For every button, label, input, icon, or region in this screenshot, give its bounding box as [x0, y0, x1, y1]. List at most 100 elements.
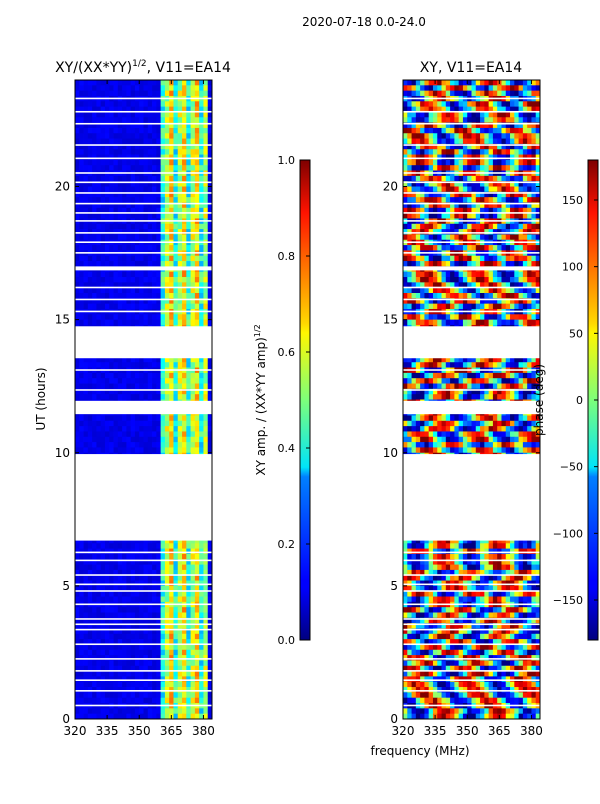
phase-cell: [403, 139, 408, 145]
amplitude-cell: [178, 245, 183, 251]
phase-cell: [454, 112, 459, 118]
amplitude-cell: [101, 362, 106, 368]
amplitude-cell: [135, 549, 140, 555]
phase-cell: [514, 80, 519, 86]
amplitude-cell: [79, 543, 84, 549]
phase-cell: [531, 176, 536, 182]
phase-cell: [433, 197, 438, 203]
phase-cell: [420, 149, 425, 155]
amplitude-cell: [165, 543, 170, 549]
amplitude-cell: [122, 708, 127, 714]
amplitude-cell: [182, 133, 187, 139]
phase-cell: [403, 112, 408, 118]
amplitude-cell: [144, 373, 149, 379]
phase-cell: [463, 197, 468, 203]
amplitude-cell: [203, 687, 208, 693]
phase-cell: [407, 224, 412, 230]
phase-cell: [493, 91, 498, 97]
amplitude-cell: [105, 708, 110, 714]
amplitude-cell: [182, 91, 187, 97]
phase-cell: [476, 85, 481, 91]
amplitude-cell: [109, 378, 114, 384]
amplitude-cell: [195, 442, 200, 448]
amplitude-cell: [75, 176, 80, 182]
phase-cell: [433, 133, 438, 139]
amplitude-cell: [199, 85, 204, 91]
amplitude-cell: [148, 565, 153, 571]
amplitude-cell: [84, 272, 89, 278]
phase-cell: [519, 112, 524, 118]
amplitude-cell: [101, 549, 106, 555]
amplitude-cell: [101, 165, 106, 171]
phase-cell: [407, 117, 412, 123]
amplitude-cell: [191, 384, 196, 390]
phase-cell: [412, 224, 417, 230]
amplitude-cell: [84, 394, 89, 400]
amplitude-cell: [75, 272, 80, 278]
phase-cell: [446, 234, 451, 240]
phase-cell: [454, 149, 459, 155]
phase-cell: [523, 85, 528, 91]
amplitude-cell: [148, 139, 153, 145]
phase-cell: [459, 133, 464, 139]
phase-cell: [467, 213, 472, 219]
amplitude-cell: [101, 176, 106, 182]
phase-cell: [484, 245, 489, 251]
amplitude-cell: [109, 431, 114, 437]
phase-cell: [510, 128, 515, 134]
amplitude-cell: [126, 676, 131, 682]
phase-cell: [497, 117, 502, 123]
amplitude-cell: [135, 708, 140, 714]
amplitude-cell: [182, 80, 187, 86]
amplitude-cell: [114, 421, 119, 427]
amplitude-cell: [114, 447, 119, 453]
amplitude-cell: [126, 139, 131, 145]
amplitude-cell: [118, 698, 123, 704]
amplitude-cell: [191, 293, 196, 299]
amplitude-cell: [169, 362, 174, 368]
amplitude-cell: [195, 245, 200, 251]
amplitude-cell: [165, 139, 170, 145]
phase-cell: [497, 187, 502, 193]
phase-cell: [446, 101, 451, 107]
amplitude-cell: [109, 288, 114, 294]
amplitude-cell: [199, 687, 204, 693]
phase-cell: [420, 80, 425, 86]
amplitude-cell: [199, 442, 204, 448]
amplitude-cell: [182, 549, 187, 555]
amplitude-cell: [161, 378, 166, 384]
amplitude-cell: [165, 149, 170, 155]
amplitude-cell: [148, 362, 153, 368]
phase-cell: [416, 101, 421, 107]
amplitude-cell: [178, 698, 183, 704]
amplitude-cell: [195, 394, 200, 400]
amplitude-cell: [79, 139, 84, 145]
amplitude-cell: [88, 591, 93, 597]
amplitude-cell: [126, 112, 131, 118]
amplitude-cell: [84, 234, 89, 240]
amplitude-cell: [114, 155, 119, 161]
amplitude-cell: [139, 650, 144, 656]
phase-cell: [437, 112, 442, 118]
amplitude-cell: [191, 447, 196, 453]
phase-cell: [437, 128, 442, 134]
amplitude-cell: [186, 613, 191, 619]
amplitude-cell: [88, 112, 93, 118]
amplitude-cell: [101, 692, 106, 698]
amplitude-cell: [79, 128, 84, 134]
amplitude-cell: [96, 378, 101, 384]
amplitude-cell: [126, 304, 131, 310]
amplitude-cell: [182, 591, 187, 597]
phase-cell: [514, 139, 519, 145]
amplitude-cell: [156, 650, 161, 656]
amplitude-cell: [92, 682, 97, 688]
amplitude-cell: [199, 117, 204, 123]
amplitude-cell: [96, 272, 101, 278]
amplitude-cell: [199, 304, 204, 310]
amplitude-cell: [199, 155, 204, 161]
amplitude-cell: [156, 687, 161, 693]
amplitude-cell: [195, 660, 200, 666]
amplitude-cell: [152, 362, 157, 368]
phase-cell: [459, 160, 464, 166]
phase-cell: [527, 133, 532, 139]
